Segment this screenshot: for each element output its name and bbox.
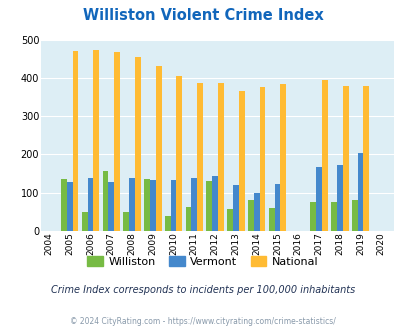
Bar: [342, 86, 347, 231]
Bar: [108, 182, 114, 231]
Bar: [315, 167, 321, 231]
Bar: [227, 209, 232, 231]
Bar: [129, 178, 134, 231]
Bar: [212, 176, 217, 231]
Bar: [61, 179, 66, 231]
Bar: [330, 202, 336, 231]
Bar: [357, 153, 362, 231]
Legend: Williston, Vermont, National: Williston, Vermont, National: [83, 251, 322, 271]
Text: © 2024 CityRating.com - https://www.cityrating.com/crime-statistics/: © 2024 CityRating.com - https://www.city…: [70, 317, 335, 326]
Bar: [134, 57, 141, 231]
Bar: [149, 180, 156, 231]
Bar: [274, 184, 280, 231]
Bar: [197, 83, 202, 231]
Bar: [176, 76, 182, 231]
Bar: [321, 80, 327, 231]
Bar: [253, 193, 259, 231]
Text: Williston Violent Crime Index: Williston Violent Crime Index: [83, 8, 322, 23]
Bar: [102, 171, 108, 231]
Bar: [206, 181, 212, 231]
Bar: [164, 216, 170, 231]
Bar: [144, 179, 149, 231]
Bar: [170, 181, 176, 231]
Bar: [247, 200, 253, 231]
Bar: [362, 86, 369, 231]
Bar: [114, 52, 119, 231]
Bar: [217, 83, 223, 231]
Bar: [81, 212, 87, 231]
Bar: [232, 185, 238, 231]
Bar: [351, 200, 357, 231]
Bar: [280, 84, 286, 231]
Bar: [185, 207, 191, 231]
Bar: [309, 202, 315, 231]
Bar: [156, 66, 161, 231]
Text: Crime Index corresponds to incidents per 100,000 inhabitants: Crime Index corresponds to incidents per…: [51, 285, 354, 295]
Bar: [238, 91, 244, 231]
Bar: [93, 50, 99, 231]
Bar: [191, 178, 197, 231]
Bar: [66, 182, 72, 231]
Bar: [336, 165, 342, 231]
Bar: [268, 208, 274, 231]
Bar: [87, 178, 93, 231]
Bar: [123, 212, 129, 231]
Bar: [72, 51, 78, 231]
Bar: [259, 87, 265, 231]
